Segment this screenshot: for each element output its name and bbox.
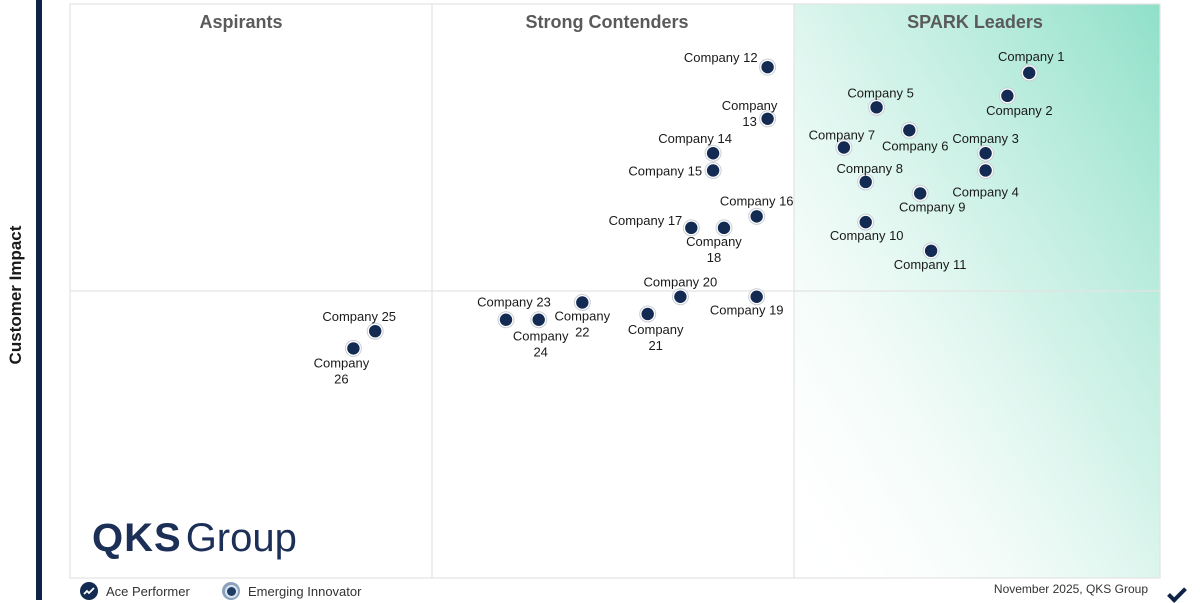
data-point-label: Company 26 [314,355,370,386]
data-point [347,342,360,355]
data-point [859,215,872,229]
data-point-label: Company 4 [952,184,1018,199]
data-point-label: Company 19 [710,303,784,318]
data-point-label: Company 3 [952,131,1018,146]
logo-light: Group [185,516,297,560]
data-point [532,313,545,326]
data-point [706,164,720,177]
data-point [979,147,992,160]
left-axis-bar [36,0,42,600]
data-point [499,313,513,326]
data-point [1022,66,1036,80]
data-point [903,124,916,137]
data-point [750,210,763,223]
data-point [685,221,698,235]
data-point [914,187,927,200]
logo-strong: QKS [92,516,182,560]
data-point [641,307,654,321]
data-point [576,296,589,309]
data-point-label: Company 17 [609,213,683,228]
legend-ace-label: Ace Performer [106,583,190,599]
data-point-label: Company 23 [477,295,551,310]
data-point-label: Company 24 [513,329,569,360]
data-point-label: Company 1 [998,49,1064,64]
data-point-label: Company 25 [322,309,396,324]
data-point-label: Company 12 [684,50,758,65]
data-point-label: Company 20 [644,275,718,290]
data-point-label: Company 15 [628,163,702,178]
data-point-label: Company 7 [809,128,875,143]
data-point-label: Company 13 [722,98,778,129]
data-point [979,164,992,177]
data-point [761,112,774,126]
data-point [369,324,382,338]
lightbulb-icon [222,582,240,600]
data-point-label: Company 21 [628,322,684,353]
legend-ace-performer: Ace Performer [80,582,190,600]
data-point [870,101,883,114]
quadrant-title-2: Strong Contenders [525,12,688,32]
data-point-label: Company 22 [554,308,610,339]
data-point-label: Company 18 [686,234,742,265]
data-point-label: Company 14 [658,131,732,146]
data-point [761,60,774,74]
footnote-date-source: November 2025, QKS Group [993,582,1148,596]
data-point-label: Company 16 [720,193,794,208]
chart-trend-icon [80,582,98,600]
data-point-label: Company 2 [986,103,1052,118]
data-point-label: Company 10 [830,228,904,243]
data-point [1001,89,1014,103]
data-point-label: Company 5 [847,85,913,100]
data-point [924,244,938,258]
qks-group-logo: QKS Group [92,518,297,558]
data-point [859,175,872,189]
quadrant-title-3: SPARK Leaders [907,12,1043,32]
data-point [717,221,731,235]
legend-emerging-innovator: Emerging Innovator [222,582,361,600]
data-point [674,290,687,303]
data-point-label: Company 8 [836,161,902,176]
data-point [706,147,720,160]
data-point [750,290,763,303]
legend-emerging-label: Emerging Innovator [248,583,362,599]
quadrant-title-1: Aspirants [199,12,282,32]
data-point-label: Company 9 [899,199,965,214]
data-point-label: Company 11 [894,257,967,272]
data-point [837,141,851,154]
data-point-label: Company 6 [882,138,948,153]
